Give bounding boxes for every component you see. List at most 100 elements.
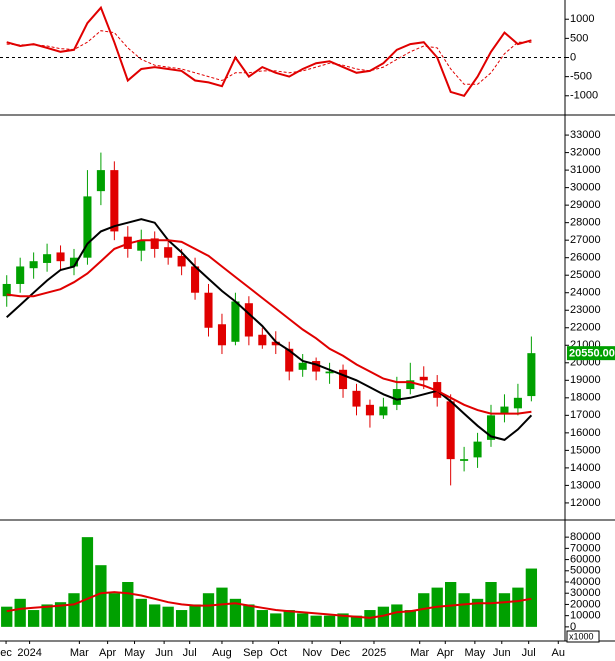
- volume-bar: [95, 565, 107, 627]
- candle-body: [500, 406, 509, 414]
- candle-body: [298, 362, 307, 370]
- candle-body: [339, 369, 348, 390]
- y-tick-label: 12000: [570, 497, 601, 509]
- y-tick-label: 23000: [570, 304, 601, 316]
- candle-body: [191, 266, 200, 293]
- x-tick-label: Nov: [302, 647, 322, 659]
- volume-bar: [391, 604, 403, 627]
- candle-body: [164, 247, 173, 258]
- x-tick-label: 2024: [17, 647, 41, 659]
- y-tick-label: 0: [570, 51, 576, 63]
- candle-body: [231, 301, 240, 342]
- y-tick-label: 24000: [570, 287, 601, 299]
- candle-body: [527, 353, 536, 397]
- candle-body: [379, 406, 388, 416]
- candle-body: [69, 257, 79, 267]
- y-tick-label: 1000: [570, 13, 594, 25]
- y-tick-label: 20000: [570, 598, 601, 610]
- candle-body: [392, 389, 401, 405]
- volume-bar: [418, 593, 430, 627]
- candle-body: [258, 334, 267, 346]
- candle-body: [96, 170, 105, 192]
- volume-bar: [350, 615, 363, 627]
- x-tick-label: May: [464, 647, 485, 659]
- x-tick-label: Jun: [493, 647, 511, 659]
- line-series: [6, 218, 533, 441]
- y-tick-label: 80000: [570, 531, 601, 543]
- x-tick-label: Jul: [522, 647, 536, 659]
- x-tick-label: Jul: [183, 647, 197, 659]
- volume-bar: [458, 593, 470, 627]
- x-tick-label: Au: [552, 647, 565, 659]
- x-tick-label: Oct: [270, 647, 287, 659]
- volume-bar: [54, 602, 67, 627]
- candle-body: [2, 283, 11, 297]
- y-tick-label: 26000: [570, 252, 601, 264]
- candle-body: [83, 196, 92, 258]
- volume-bar: [485, 582, 497, 627]
- candle-body: [43, 254, 52, 263]
- candle-body: [177, 255, 186, 267]
- y-tick-label: 500: [570, 32, 588, 44]
- y-tick-label: 27000: [570, 234, 601, 246]
- candle-body: [244, 303, 253, 337]
- candle-body: [325, 371, 334, 374]
- candle-body: [446, 401, 455, 460]
- line-series: [6, 239, 532, 415]
- y-tick-label: -500: [570, 71, 592, 83]
- volume-bar: [471, 598, 484, 627]
- volume-bar: [525, 568, 538, 627]
- y-tick-label: 22000: [570, 322, 601, 334]
- y-tick-label: 40000: [570, 576, 601, 588]
- y-tick-label: -1000: [570, 90, 598, 102]
- volume-bar: [337, 613, 349, 627]
- volume-bar: [14, 598, 26, 627]
- candle-body: [16, 266, 25, 284]
- x-tick-label: Dec: [331, 647, 351, 659]
- volume-bar: [68, 593, 80, 627]
- volume-bar: [283, 610, 295, 627]
- volume-bar: [175, 610, 188, 627]
- candle-body: [29, 261, 38, 269]
- y-tick-label: 10000: [570, 610, 601, 622]
- line-series: [6, 591, 532, 619]
- line-series: [6, 30, 532, 85]
- candle-body: [204, 292, 213, 328]
- x-tick-label: May: [124, 647, 145, 659]
- x-tick-label: Jun: [155, 647, 173, 659]
- candle-body: [285, 348, 294, 372]
- y-tick-label: 31000: [570, 164, 601, 176]
- volume-bar: [243, 604, 255, 627]
- volume-bar: [323, 615, 336, 627]
- y-tick-label: 30000: [570, 182, 601, 194]
- volume-bar: [256, 610, 268, 627]
- unit-label: x1000: [569, 631, 594, 641]
- x-tick-label: Apr: [99, 647, 116, 659]
- y-tick-label: 30000: [570, 587, 601, 599]
- volume-bar: [81, 537, 94, 627]
- y-tick-label: 29000: [570, 199, 601, 211]
- y-tick-label: 14000: [570, 462, 601, 474]
- candle-body: [460, 459, 469, 461]
- volume-bar: [310, 615, 322, 627]
- y-tick-label: 18000: [570, 392, 601, 404]
- volume-bar: [41, 604, 53, 627]
- candle-body: [56, 252, 65, 262]
- y-tick-label: 19000: [570, 374, 601, 386]
- candle-body: [312, 361, 321, 372]
- x-tick-label: Mar: [410, 647, 429, 659]
- unit-box: [566, 630, 600, 643]
- volume-bar: [27, 610, 40, 627]
- price-marker-label: 20550.00: [569, 348, 615, 360]
- y-tick-label: 0: [570, 621, 576, 633]
- y-tick-label: 15000: [570, 444, 601, 456]
- volume-bar: [377, 606, 390, 627]
- candle-body: [513, 397, 522, 409]
- price-marker-box: [567, 346, 615, 361]
- volume-bar: [162, 606, 174, 627]
- candle-body: [406, 380, 415, 390]
- volume-bar: [1, 606, 13, 627]
- y-tick-label: 50000: [570, 565, 601, 577]
